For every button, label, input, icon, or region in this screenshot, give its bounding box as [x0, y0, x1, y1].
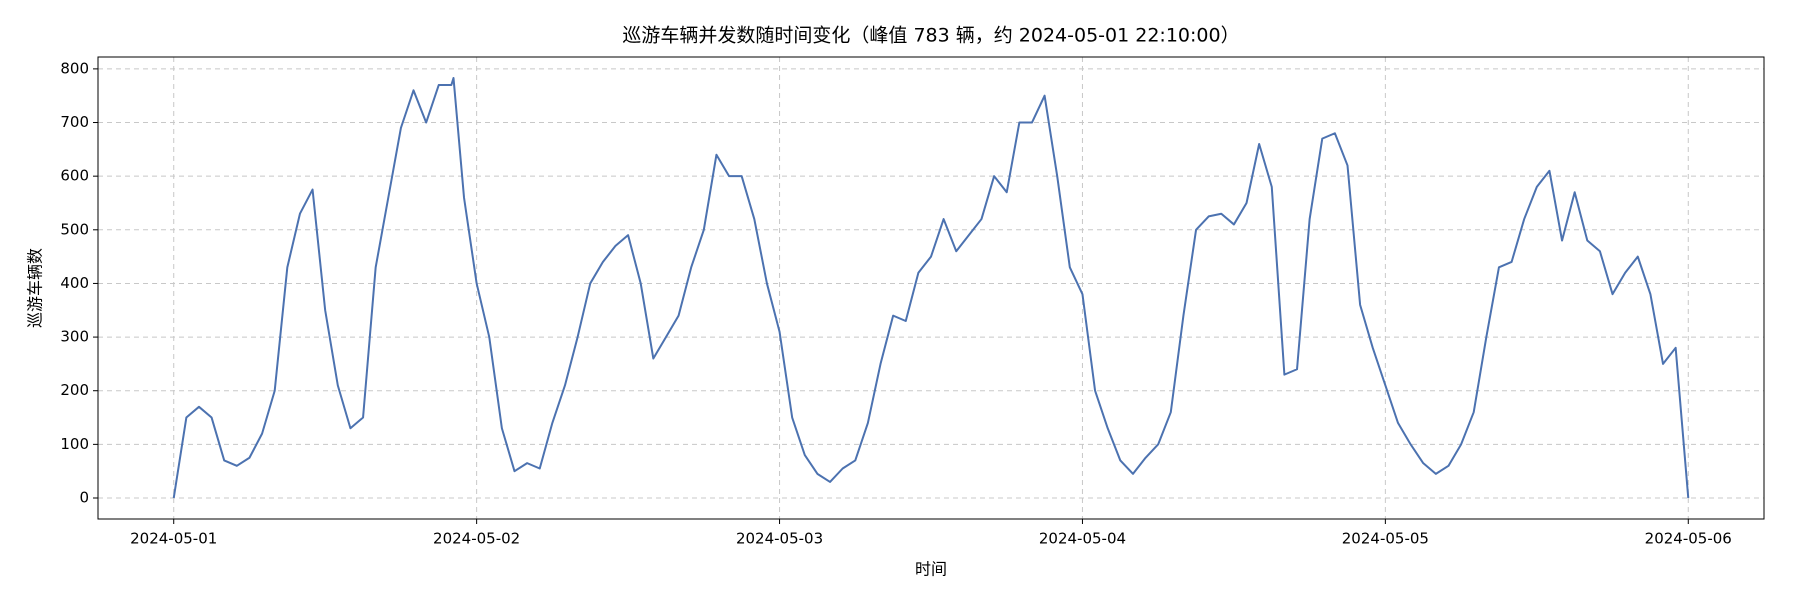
data-line [172, 77, 1690, 499]
y-tick-label: 300 [60, 328, 89, 346]
y-tick-label: 500 [60, 220, 89, 238]
y-tick-label: 800 [60, 59, 89, 77]
y-tick-label: 100 [60, 435, 89, 453]
x-tick-label: 2024-05-05 [1342, 530, 1429, 548]
y-tick-label: 700 [60, 113, 89, 131]
x-tick-label: 2024-05-03 [736, 530, 823, 548]
plot-frame [97, 56, 1765, 520]
x-tick-label: 2024-05-04 [1039, 530, 1126, 548]
y-tick-label: 0 [79, 489, 89, 507]
x-axis-label: 时间 [915, 560, 947, 579]
x-tick-label: 2024-05-01 [130, 530, 217, 548]
y-tick-label: 400 [60, 274, 89, 292]
y-axis-label: 巡游车辆数 [26, 248, 45, 328]
y-tick-label: 600 [60, 167, 89, 185]
x-tick-label: 2024-05-06 [1645, 530, 1732, 548]
y-tick-label: 200 [60, 381, 89, 399]
plot [172, 77, 1690, 499]
chart-title: 巡游车辆并发数随时间变化（峰值 783 辆，约 2024-05-01 22:10… [622, 25, 1239, 47]
x-tick-label: 2024-05-02 [433, 530, 520, 548]
